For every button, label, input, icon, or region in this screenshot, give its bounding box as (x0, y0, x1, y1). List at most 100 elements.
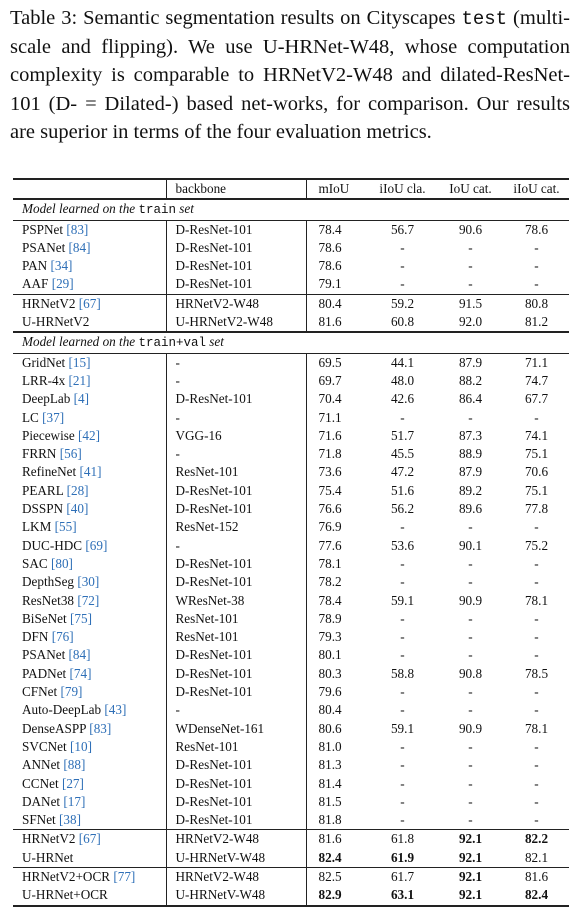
method-cell: DSSPN [40] (13, 500, 166, 518)
citation-link: [10] (70, 738, 92, 754)
header-iou-cat: IoU cat. (449, 181, 492, 196)
iou-cat-cell: 87.3 (458, 427, 483, 443)
miou-cell: 76.6 (305, 500, 368, 519)
iiou-cat-cell: 67.7 (524, 391, 549, 407)
miou-cell: 82.9 (305, 886, 368, 906)
miou-cell: 71.1 (305, 408, 368, 427)
miou-cell: 81.4 (305, 774, 368, 793)
backbone-cell: ResNet-101 (165, 609, 306, 629)
citation-link: [56] (59, 446, 82, 462)
miou-cell: 81.6 (305, 829, 368, 849)
header-miou: mIoU (305, 179, 368, 200)
method-cell: FRRN [56] (13, 445, 166, 463)
backbone-cell: WDenseNet-161 (165, 719, 306, 738)
iou-cat-cell: 92.1 (458, 887, 483, 903)
iiou-cla-cell: - (400, 684, 405, 700)
citation-link: [38] (59, 812, 81, 828)
miou-cell: 78.6 (305, 257, 368, 276)
iiou-cla-cell: 63.1 (390, 887, 415, 903)
iiou-cla-cell: 56.7 (390, 221, 415, 237)
method-cell: Auto-DeepLab [43] (13, 701, 166, 719)
method-cell: ANNet [88] (13, 756, 166, 774)
table-row: FRRN [56] -71.8 45.5 88.9 75.1 (13, 445, 569, 464)
iou-cat-cell: - (468, 610, 473, 626)
citation-link: [88] (63, 757, 86, 773)
citation-link: [83] (89, 720, 112, 736)
iiou-cla-cell: - (400, 610, 405, 626)
table-row: Auto-DeepLab [43] -80.4- - - (13, 701, 569, 720)
iou-cat-cell: 87.9 (458, 464, 483, 480)
section-label: Model learned on the train set (13, 199, 569, 220)
iou-cat-cell: 90.1 (458, 537, 483, 553)
section-label-post: set (205, 334, 224, 350)
table-row: DeepLab [4] D-ResNet-101 70.4 42.6 86.4 67.7 (13, 390, 569, 409)
iou-cat-cell: 92.1 (458, 831, 483, 847)
backbone-cell: D-ResNet-101 (165, 220, 306, 239)
citation-link: [67] (78, 831, 101, 847)
miou-cell: 71.6 (305, 426, 368, 446)
miou-cell: 76.9 (305, 518, 368, 537)
backbone-cell: ResNet-101 (165, 628, 306, 647)
table-row: U-HRNet+OCR U-HRNetV-W48 82.9 63.1 92.1 82.4 (13, 886, 569, 906)
table-row: LRR-4x [21] -69.7 48.0 88.2 74.7 (13, 371, 569, 391)
iiou-cla-cell: - (400, 276, 405, 292)
table-row: U-HRNet U-HRNetV-W48 82.4 61.9 92.1 82.1 (13, 848, 569, 868)
iiou-cat-cell: 71.1 (524, 354, 549, 370)
table-row: DenseASPP [83] WDenseNet-161 80.6 59.1 90.9 7… (13, 719, 569, 738)
miou-cell: 79.3 (305, 628, 368, 647)
iiou-cla-cell: - (400, 519, 405, 535)
citation-link: [4] (73, 391, 90, 407)
table-row: HRNetV2+OCR [77] HRNetV2-W48 82.5 61.7 92.1 8… (13, 867, 569, 887)
citation-link: [17] (63, 793, 86, 809)
iou-cat-cell: 92.1 (458, 868, 483, 884)
miou-cell: 80.3 (305, 664, 368, 684)
iiou-cat-cell: 78.6 (524, 221, 549, 237)
backbone-cell: - (165, 701, 306, 720)
table-row: LC [37] -71.1- - - (13, 408, 569, 427)
method-cell: AAF [29] (13, 275, 166, 294)
method-cell: SFNet [38] (13, 811, 166, 830)
iiou-cat-cell: 74.1 (524, 427, 549, 443)
method-name: GridNet (22, 354, 66, 370)
iiou-cat-cell: - (534, 775, 539, 791)
backbone-cell: D-ResNet-101 (165, 500, 306, 519)
citation-link: [84] (68, 647, 91, 663)
method-name: DFN (22, 629, 49, 645)
method-cell: PSANet [84] (13, 239, 166, 257)
iiou-cat-cell: 82.2 (524, 831, 549, 847)
iiou-cla-cell: - (400, 574, 405, 590)
iiou-cat-cell: 75.1 (524, 482, 549, 498)
backbone-cell: - (165, 445, 306, 464)
method-name: CFNet (22, 684, 58, 700)
iiou-cat-cell: 75.2 (524, 537, 549, 553)
iou-cat-cell: 88.2 (458, 372, 483, 388)
iiou-cla-cell: 42.6 (390, 391, 415, 407)
method-name: LC (22, 409, 39, 425)
table-row: SAC [80] D-ResNet-101 78.1- - - (13, 554, 569, 574)
miou-cell: 80.4 (305, 294, 368, 314)
iou-cat-cell: 89.6 (458, 501, 483, 517)
table-body: Model learned on the train set PSPNet [83… (13, 199, 569, 906)
method-cell: U-HRNet (13, 849, 166, 868)
method-name: PEARL (22, 482, 64, 498)
method-name: DeepLab (22, 391, 71, 407)
table-row: ResNet38 [72] WResNet-38 78.4 59.1 90.9 78.1 (13, 591, 569, 610)
method-cell: Piecewise [42] (13, 427, 166, 445)
iiou-cla-cell: - (400, 239, 405, 255)
iiou-cla-cell: - (400, 555, 405, 571)
iiou-cat-cell: - (534, 239, 539, 255)
miou-cell: 82.4 (305, 848, 368, 868)
miou-cell: 78.4 (305, 591, 368, 610)
backbone-cell: HRNetV2-W48 (165, 829, 306, 849)
citation-link: [75] (70, 610, 92, 626)
iiou-cla-cell: - (400, 702, 405, 718)
iiou-cla-cell: 48.0 (390, 372, 415, 388)
header-iiou-cat: iIoU cat. (513, 181, 560, 196)
iou-cat-cell: - (468, 757, 473, 773)
method-cell: PEARL [28] (13, 482, 166, 500)
miou-cell: 80.4 (305, 701, 368, 720)
iiou-cat-cell: 82.1 (524, 849, 549, 865)
backbone-cell: D-ResNet-101 (165, 257, 306, 276)
backbone-cell: D-ResNet-101 (165, 481, 306, 501)
iiou-cat-cell: 74.7 (524, 372, 549, 388)
